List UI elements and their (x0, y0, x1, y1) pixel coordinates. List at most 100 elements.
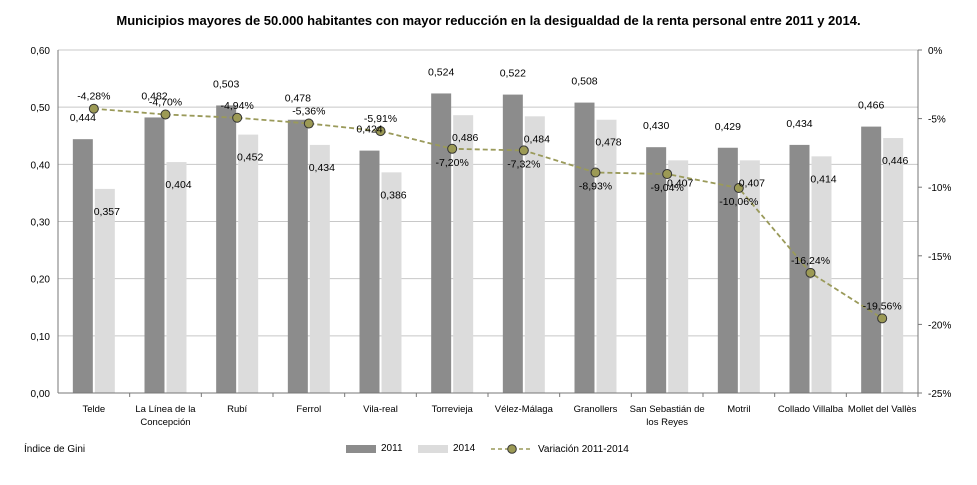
y-right-tick-label: 0% (928, 46, 943, 57)
variation-marker (303, 118, 314, 129)
variation-data-label: -9,04% (651, 182, 684, 194)
data-label-2014: 0,452 (237, 152, 263, 164)
variation-marker (160, 109, 171, 120)
data-labels: 0,444 0,357 0,482 0,404 0,503 0,452 0,478 0,434… (70, 66, 909, 312)
bar-2014 (309, 144, 330, 393)
x-tick-label: Telde (82, 404, 105, 415)
variation-data-label: -5,91% (364, 113, 397, 125)
data-label-2011: 0,430 (643, 120, 669, 132)
x-tick-label: San Sebastián de (630, 404, 705, 415)
y-left-tick-label: 0,00 (31, 389, 51, 400)
variation-marker (447, 143, 458, 154)
x-tick-label: los Reyes (646, 417, 688, 428)
data-label-2011: 0,508 (571, 76, 597, 88)
y-left-tick-label: 0,60 (31, 46, 51, 57)
bar-2014 (453, 115, 474, 394)
y-right-tick-label: -20% (928, 320, 951, 331)
variation-data-label: -8,93% (579, 181, 612, 193)
x-tick-label: Motril (727, 404, 750, 415)
bar-2011 (287, 119, 308, 393)
data-label-2014: 0,434 (309, 162, 335, 174)
bar-2011 (646, 147, 667, 393)
y-left-tick-label: 0,30 (31, 218, 51, 229)
data-label-2011: 0,444 (70, 112, 96, 124)
variation-data-label: -4,28% (77, 91, 110, 103)
x-tick-label: Vélez-Málaga (495, 404, 554, 415)
bar-2014 (524, 116, 545, 394)
y-right-tick-label: -15% (928, 252, 951, 263)
data-label-2014: 0,446 (882, 155, 908, 167)
y-left-tick-label: 0,10 (31, 332, 51, 343)
x-tick-label: Granollers (574, 404, 618, 415)
legend-label-2011: 2011 (381, 443, 403, 454)
variation-data-label: -7,20% (436, 157, 469, 169)
data-label-2014: 0,478 (595, 137, 621, 149)
x-tick-label: Ferrol (296, 404, 321, 415)
legend-swatch-variacion (491, 444, 533, 454)
chart-title: Municipios mayores de 50.000 habitantes … (116, 13, 861, 28)
legend-swatch-2014 (418, 444, 448, 453)
variation-marker (805, 267, 816, 278)
y-right-tick-label: -10% (928, 183, 951, 194)
y-left-tick-label: 0,50 (31, 103, 51, 114)
variation-marker (375, 126, 386, 137)
bar-2011 (144, 117, 165, 393)
data-label-2011: 0,482 (141, 90, 167, 102)
data-label-2014: 0,407 (667, 177, 693, 189)
bar-2011 (431, 93, 452, 394)
data-label-2014: 0,386 (380, 189, 406, 201)
legend-label-variacion: Variación 2011-2014 (538, 443, 629, 455)
x-tick-label: Rubí (227, 404, 247, 415)
variation-data-label: -19,56% (863, 300, 902, 312)
bar-2011 (359, 150, 380, 393)
variation-marker (662, 169, 673, 180)
data-label-2014: 0,407 (739, 177, 765, 189)
variation-data-label: -7,32% (507, 158, 540, 170)
y-axis-label: Índice de Gini (24, 444, 86, 455)
bar-2014 (381, 172, 402, 393)
bar-2011 (574, 102, 595, 394)
bar-2014 (596, 119, 617, 393)
data-label-2014: 0,486 (452, 132, 478, 144)
x-tick-label: Collado Villalba (778, 404, 844, 415)
bar-2011 (72, 139, 93, 393)
data-label-2014: 0,414 (810, 173, 836, 185)
y-left-tick-label: 0,20 (31, 275, 51, 286)
bar-group (72, 93, 904, 394)
x-tick-label: Mollet del Vallès (848, 404, 917, 415)
bar-2014 (668, 160, 689, 393)
y-right-tick-label: -25% (928, 389, 951, 400)
bar-2014 (238, 134, 259, 393)
variation-marker (232, 112, 243, 123)
data-label-2011: 0,503 (213, 78, 239, 90)
data-label-2011: 0,424 (356, 124, 382, 136)
data-label-2011: 0,429 (715, 121, 741, 133)
legend-item-2014: 2014 (418, 443, 475, 454)
x-tick-label: La Línea de la (135, 404, 196, 415)
legend-label-2014: 2014 (453, 443, 476, 454)
axes: 0,00 0,10 0,20 0,30 0,40 0,50 0,60 -25% -20% -15%… (31, 46, 952, 428)
y-left-tick-label: 0,40 (31, 160, 51, 171)
bar-2014 (883, 138, 904, 393)
variation-data-label: -16,24% (791, 255, 830, 267)
variation-data-label: -4,70% (149, 96, 182, 108)
bar-2014 (94, 188, 115, 393)
bar-2014 (811, 156, 832, 393)
gridlines (58, 49, 918, 337)
data-label-2011: 0,478 (285, 93, 311, 105)
bar-2011 (717, 147, 738, 393)
data-label-2011: 0,466 (858, 100, 884, 112)
variation-marker (518, 145, 529, 156)
legend-item-variacion: Variación 2011-2014 (490, 443, 629, 455)
data-label-2014: 0,484 (524, 133, 550, 145)
data-label-2011: 0,524 (428, 66, 454, 78)
bar-2011 (502, 94, 523, 393)
x-tick-label: Torrevieja (432, 404, 474, 415)
data-label-2011: 0,434 (786, 118, 812, 130)
bar-2014 (739, 160, 760, 393)
variation-data-label: -4,94% (221, 100, 254, 112)
x-tick-label: Vila-real (363, 404, 398, 415)
legend-swatch-2011 (346, 444, 376, 453)
variation-marker (733, 183, 744, 194)
variation-marker (877, 313, 888, 324)
